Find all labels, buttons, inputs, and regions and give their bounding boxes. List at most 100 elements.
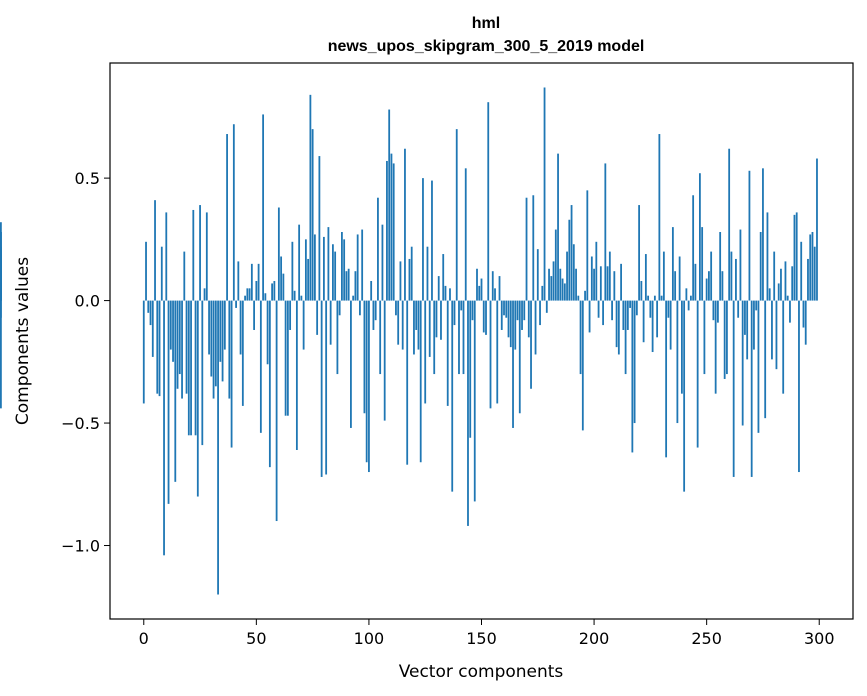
bar xyxy=(442,254,445,301)
bar xyxy=(518,300,521,414)
bar xyxy=(500,300,503,330)
bar xyxy=(753,300,755,350)
bar xyxy=(0,222,2,301)
bar xyxy=(329,300,332,345)
bar xyxy=(257,263,260,301)
x-tick-label: 100 xyxy=(354,629,385,648)
bar xyxy=(219,300,222,362)
bar xyxy=(579,300,582,375)
bar xyxy=(626,300,629,330)
bar xyxy=(615,300,618,348)
bar xyxy=(491,271,494,301)
bar xyxy=(514,300,517,350)
bar xyxy=(689,295,692,301)
bar xyxy=(705,278,708,301)
bar xyxy=(449,288,451,301)
bar xyxy=(460,300,463,311)
bar xyxy=(316,300,319,335)
bar xyxy=(446,300,449,406)
bar xyxy=(599,266,602,301)
bar xyxy=(613,271,616,301)
bar xyxy=(777,283,780,301)
bar xyxy=(415,300,418,330)
bar xyxy=(214,300,217,387)
bar xyxy=(813,246,816,301)
bar xyxy=(489,300,492,409)
bar xyxy=(253,300,255,330)
bar xyxy=(744,300,746,335)
bar xyxy=(205,212,208,301)
bar xyxy=(350,300,352,428)
bar xyxy=(676,300,679,424)
bar xyxy=(455,129,458,301)
bar xyxy=(142,300,145,404)
bar xyxy=(602,300,604,326)
bar xyxy=(336,300,339,375)
bar xyxy=(568,219,571,301)
bar xyxy=(453,300,456,326)
y-tick-label: 0.5 xyxy=(75,169,100,188)
bar xyxy=(241,300,244,406)
bar xyxy=(401,300,404,350)
bar xyxy=(780,268,782,301)
bar xyxy=(343,239,346,301)
bar xyxy=(671,227,674,301)
bar xyxy=(635,300,638,316)
bar xyxy=(525,197,528,301)
bar xyxy=(199,205,201,301)
bar xyxy=(701,227,704,301)
bar xyxy=(800,241,803,301)
bar xyxy=(757,300,760,433)
bar xyxy=(280,256,283,301)
bar xyxy=(419,300,422,463)
bar xyxy=(208,300,210,355)
bar xyxy=(154,200,156,301)
bar xyxy=(629,300,632,308)
bar xyxy=(662,251,665,301)
bar xyxy=(480,278,483,301)
bar xyxy=(304,239,307,301)
bar xyxy=(250,263,253,301)
bar xyxy=(741,300,744,426)
bar xyxy=(782,300,785,394)
bar xyxy=(145,241,147,301)
bar xyxy=(313,234,316,301)
x-tick-label: 300 xyxy=(804,629,835,648)
bar xyxy=(408,258,411,301)
bar xyxy=(363,300,366,414)
bar xyxy=(789,300,791,323)
bar xyxy=(365,300,368,463)
bar xyxy=(723,300,726,379)
bar xyxy=(570,205,573,301)
bar xyxy=(187,300,190,436)
bar xyxy=(437,276,440,301)
bar xyxy=(307,258,310,301)
bar xyxy=(255,280,258,301)
bar xyxy=(606,266,609,301)
bar xyxy=(426,246,429,301)
bar xyxy=(712,300,715,321)
bar xyxy=(764,300,767,419)
bar xyxy=(696,300,699,448)
bar xyxy=(381,224,384,301)
bar xyxy=(597,300,600,318)
bar xyxy=(354,271,357,301)
bar xyxy=(773,251,776,301)
bar xyxy=(755,300,758,311)
bar xyxy=(554,229,557,301)
bar xyxy=(264,293,267,301)
bar xyxy=(185,300,188,394)
bar xyxy=(640,280,643,301)
bar xyxy=(217,300,219,595)
bar xyxy=(748,170,751,301)
bar xyxy=(566,251,568,301)
bar xyxy=(271,283,274,301)
bar xyxy=(717,300,719,323)
y-tick-label: −0.5 xyxy=(61,414,100,433)
bar xyxy=(320,300,323,477)
bar xyxy=(309,94,312,301)
bar xyxy=(545,300,548,313)
bar xyxy=(775,300,778,370)
bar xyxy=(246,288,249,301)
bar xyxy=(726,300,728,375)
